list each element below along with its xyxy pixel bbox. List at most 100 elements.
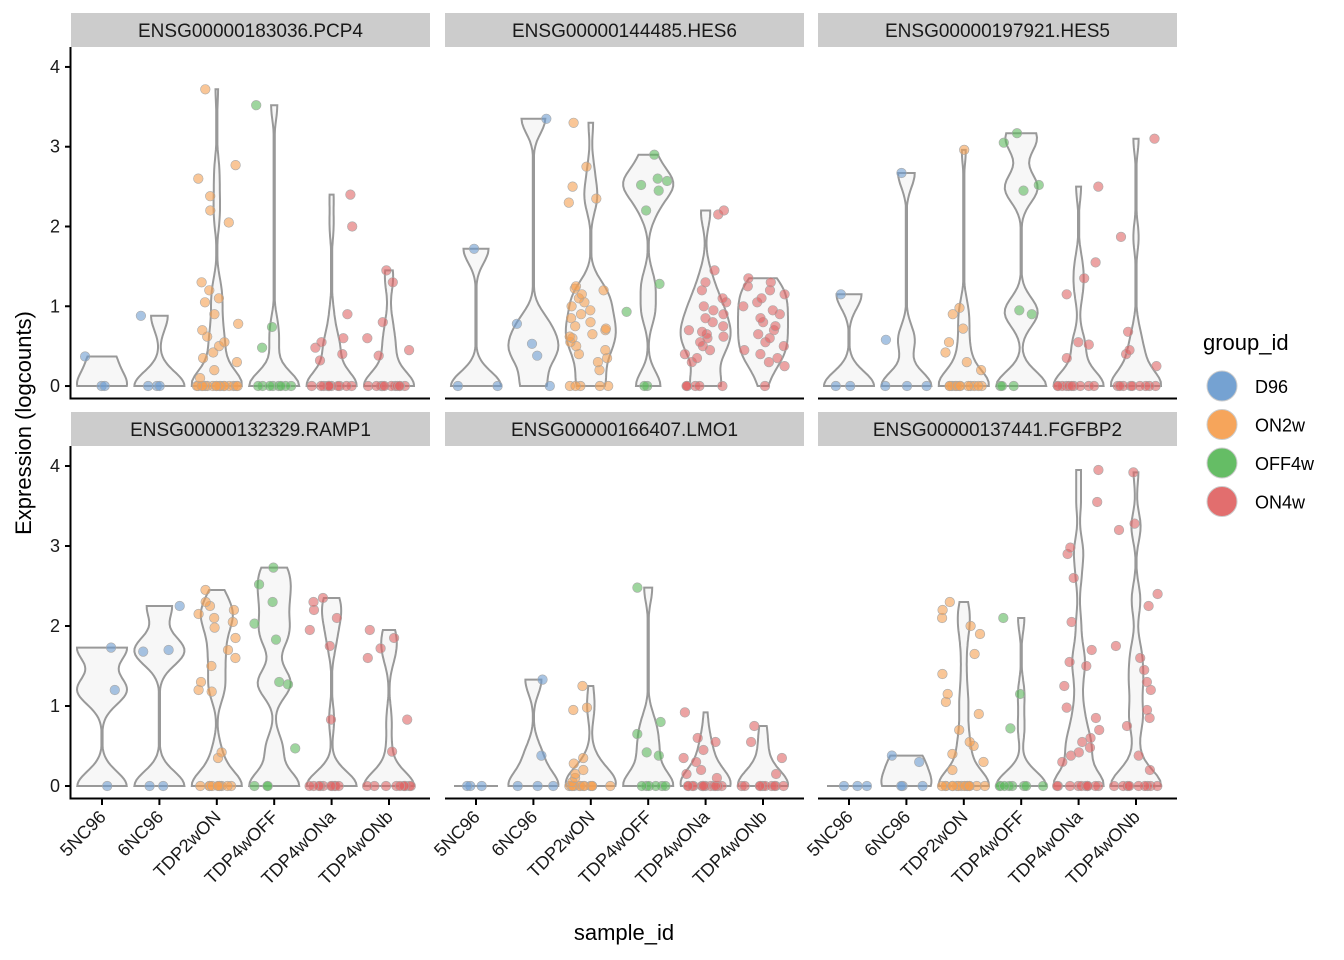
data-point: [209, 365, 220, 376]
data-point: [743, 273, 754, 284]
facet-strip-label: ENSG00000183036.PCP4: [138, 21, 363, 42]
data-point: [745, 736, 757, 748]
facet-strip-label: ENSG00000132329.RAMP1: [130, 420, 371, 441]
data-point: [193, 608, 204, 620]
data-point: [749, 720, 760, 732]
data-point: [362, 333, 373, 344]
data-point: [739, 345, 750, 356]
data-point: [718, 309, 729, 320]
violin-TDP4wOFF: [622, 153, 675, 387]
data-point: [691, 353, 703, 364]
data-point: [511, 318, 523, 329]
data-point: [377, 317, 388, 328]
data-point: [230, 632, 241, 644]
data-point: [901, 380, 913, 392]
data-point: [228, 604, 239, 616]
data-point: [404, 345, 415, 356]
data-point: [1088, 380, 1100, 392]
facet-panel: ENSG00000183036.PCP4: [71, 13, 430, 400]
data-point: [581, 702, 593, 713]
data-point: [251, 100, 262, 111]
data-point: [660, 780, 671, 792]
data-point: [548, 780, 559, 792]
data-point: [154, 380, 165, 392]
data-point: [290, 743, 301, 754]
data-point: [973, 380, 984, 392]
y-tick-label: 1: [50, 296, 60, 316]
data-point: [564, 331, 575, 342]
data-point: [198, 353, 209, 364]
y-axis-title: Expression (logcounts): [11, 311, 36, 535]
data-point: [211, 380, 222, 392]
data-point: [526, 338, 538, 349]
data-point: [266, 321, 278, 333]
facet-strip-label: ENSG00000144485.HES6: [512, 21, 737, 42]
data-point: [380, 780, 392, 792]
y-tick-label: 3: [50, 536, 60, 556]
data-point: [653, 185, 664, 196]
x-tick-label: 5NC96: [430, 807, 484, 861]
data-point: [1085, 732, 1096, 744]
violin-TDP4wONa: [679, 209, 732, 387]
data-point: [710, 736, 721, 748]
data-point: [979, 780, 991, 792]
data-point: [1068, 572, 1079, 584]
data-point: [317, 592, 329, 604]
data-point: [195, 780, 206, 792]
data-point: [755, 313, 766, 324]
data-point: [1073, 337, 1084, 348]
data-point: [222, 780, 233, 792]
data-point: [205, 191, 216, 202]
data-point: [585, 317, 596, 328]
data-point: [1026, 309, 1037, 320]
data-point: [852, 780, 863, 792]
facet-strip: [445, 412, 804, 446]
data-point: [998, 612, 1009, 624]
data-point: [566, 301, 577, 312]
data-point: [331, 612, 343, 624]
data-point: [690, 756, 702, 768]
data-point: [1011, 128, 1023, 139]
data-point: [389, 632, 400, 644]
data-point: [1052, 380, 1063, 392]
data-point: [325, 714, 337, 725]
data-point: [568, 704, 579, 716]
violin-5NC96: [449, 247, 503, 387]
data-point: [577, 680, 588, 692]
data-point: [231, 357, 242, 368]
data-point: [937, 604, 948, 616]
data-point: [536, 750, 547, 761]
violin-6NC96: [133, 314, 186, 387]
data-point: [143, 380, 154, 392]
data-point: [324, 640, 335, 652]
legend-label: D96: [1255, 377, 1288, 397]
data-point: [635, 179, 647, 191]
legend-label: ON2w: [1255, 416, 1306, 436]
data-point: [379, 380, 390, 392]
data-point: [639, 380, 650, 392]
data-point: [1110, 640, 1121, 652]
data-point: [944, 596, 955, 608]
data-point: [718, 321, 729, 332]
facet-panel: ENSG00000137441.FGFBP2: [818, 412, 1177, 800]
data-point: [1064, 656, 1075, 668]
violin-TDP4wONb: [362, 629, 416, 787]
violin-6NC96: [507, 678, 560, 787]
data-point: [342, 309, 353, 320]
data-point: [565, 313, 577, 324]
data-point: [233, 318, 244, 329]
data-point: [1135, 652, 1146, 664]
data-point: [452, 380, 464, 392]
data-point: [764, 333, 775, 344]
data-point: [1141, 676, 1152, 688]
data-point: [347, 221, 358, 232]
data-point: [964, 736, 975, 748]
data-point: [364, 624, 375, 636]
data-point: [394, 380, 405, 392]
data-point: [678, 752, 689, 764]
data-point: [954, 302, 965, 314]
data-point: [230, 652, 241, 664]
data-point: [209, 622, 220, 633]
data-point: [193, 173, 204, 184]
